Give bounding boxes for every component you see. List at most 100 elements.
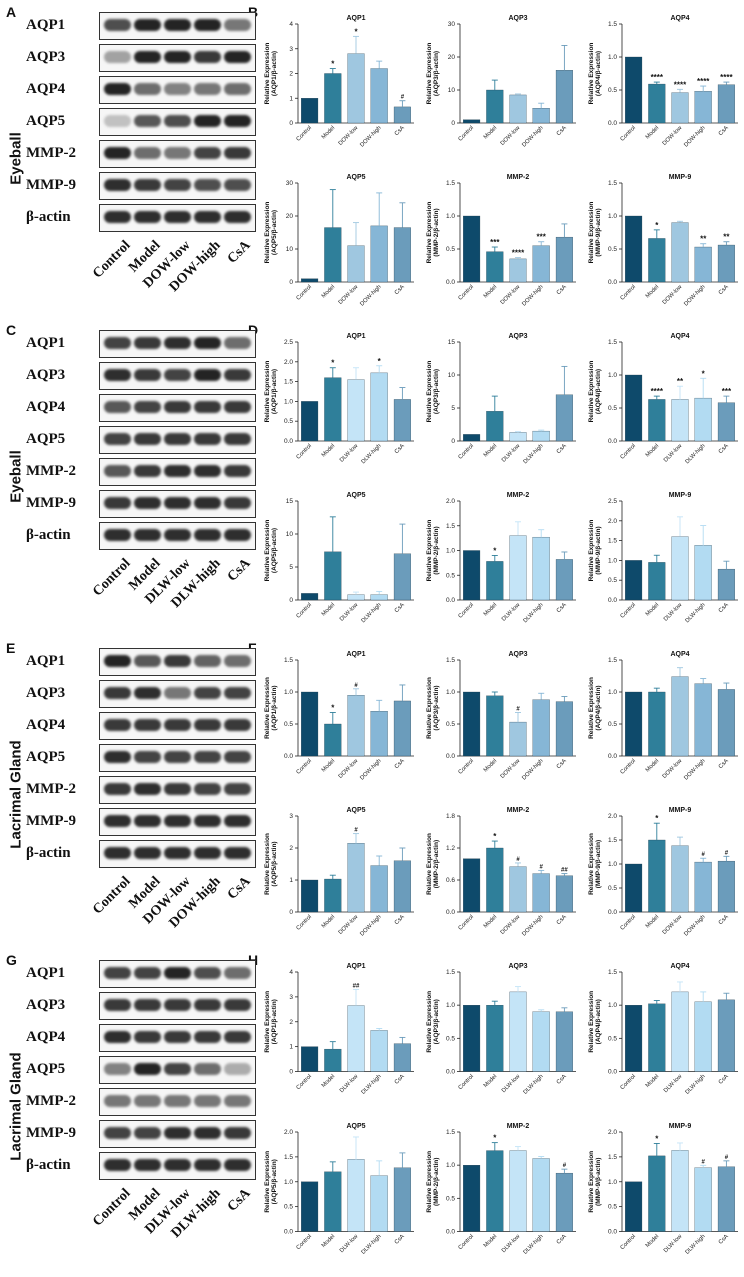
blot-band xyxy=(224,751,251,763)
significance-mark: # xyxy=(702,852,706,858)
bar xyxy=(533,537,550,600)
x-tick-label: DOW-high xyxy=(359,914,382,937)
y-axis-label: Relative Expression(AQP3/β-actin) xyxy=(426,991,440,1053)
blot-image xyxy=(99,1152,256,1180)
bar xyxy=(718,85,735,123)
x-tick-label: DLW-high xyxy=(523,1074,545,1096)
bar xyxy=(556,559,573,600)
blot-image xyxy=(99,840,256,868)
x-tick-label: DLW-high xyxy=(685,443,707,465)
y-tick-label: 1 xyxy=(289,95,293,102)
y-axis-label: Relative Expression(AQP5/β-actin) xyxy=(264,202,278,264)
blot-image xyxy=(99,992,256,1020)
bar xyxy=(394,107,411,123)
blot-band xyxy=(224,687,251,699)
blot-band xyxy=(104,1127,131,1139)
y-axis-label: Relative Expression(AQP3/β-actin) xyxy=(426,677,440,739)
blot-band xyxy=(104,529,131,541)
blot-band xyxy=(194,147,221,159)
chart-title: AQP3 xyxy=(508,333,527,340)
y-axis-label: Relative Expression(MMP-2/β-actin) xyxy=(426,202,440,264)
blot-band xyxy=(164,655,191,667)
bar xyxy=(324,1049,341,1071)
blot-band xyxy=(104,179,131,191)
blot-row: AQP5 xyxy=(26,1054,256,1084)
bar xyxy=(672,537,689,600)
blot-band xyxy=(134,369,161,381)
chart-title: AQP5 xyxy=(346,174,365,181)
blot-band xyxy=(164,783,191,795)
blot-image xyxy=(99,12,256,40)
blot-band xyxy=(194,115,221,127)
y-tick-label: 1.0 xyxy=(446,689,455,696)
significance-mark: ## xyxy=(353,983,360,989)
blot-image xyxy=(99,680,256,708)
blot-row: MMP-2 xyxy=(26,1086,256,1116)
blot-band xyxy=(224,1063,251,1075)
blot-band xyxy=(194,51,221,63)
bar xyxy=(301,1181,318,1231)
blot-band xyxy=(194,655,221,667)
blot-band xyxy=(134,655,161,667)
y-tick-label: 2.0 xyxy=(608,813,617,820)
blot-band xyxy=(224,115,251,127)
y-tick-label: 2.0 xyxy=(284,359,293,366)
blot-image xyxy=(99,744,256,772)
blot-image xyxy=(99,44,256,72)
blot-band xyxy=(194,401,221,413)
significance-mark: * xyxy=(655,1134,659,1143)
x-tick-label: CsA xyxy=(718,1074,730,1086)
bar xyxy=(648,692,665,756)
blot-band xyxy=(194,83,221,95)
blot-row: AQP4 xyxy=(26,74,256,104)
chart-title: MMP-9 xyxy=(669,174,692,181)
y-tick-label: 0.5 xyxy=(284,1203,293,1210)
panel-label-blot: G xyxy=(6,952,17,968)
bar xyxy=(648,840,665,912)
significance-mark: *** xyxy=(722,387,732,396)
bar xyxy=(510,1150,527,1231)
bar xyxy=(533,700,550,756)
bar xyxy=(695,862,712,912)
x-tick-label: Control xyxy=(620,1233,637,1250)
y-tick-label: 4 xyxy=(289,969,293,976)
x-tick-label: Model xyxy=(645,758,660,773)
blot-band xyxy=(224,1159,251,1171)
y-tick-label: 1.5 xyxy=(446,1129,455,1136)
x-tick-label: Model xyxy=(321,602,336,617)
x-tick-label: Model xyxy=(483,443,498,458)
x-tick-label: Model xyxy=(483,284,498,299)
blot-band xyxy=(104,687,131,699)
significance-mark: * xyxy=(331,703,335,712)
bar xyxy=(394,1167,411,1231)
blot-protein-label: AQP5 xyxy=(26,424,96,454)
y-tick-label: 0 xyxy=(289,120,293,127)
y-tick-label: 0.0 xyxy=(608,1228,617,1235)
y-tick-label: 0.0 xyxy=(608,909,617,916)
blot-band xyxy=(164,115,191,127)
blot-band xyxy=(224,967,251,979)
significance-mark: # xyxy=(401,95,405,101)
blot-band xyxy=(134,179,161,191)
bar xyxy=(486,252,503,282)
chart-title: MMP-2 xyxy=(507,174,530,181)
blot-band xyxy=(224,655,251,667)
bar xyxy=(510,536,527,600)
bar xyxy=(486,1005,503,1071)
y-tick-label: 0.5 xyxy=(284,418,293,425)
y-tick-label: 30 xyxy=(286,180,294,187)
bar xyxy=(486,696,503,756)
bar xyxy=(695,545,712,600)
x-tick-label: DOW-high xyxy=(521,284,544,307)
chart-title: AQP3 xyxy=(508,651,527,658)
significance-mark: * xyxy=(331,60,335,69)
bar xyxy=(648,1155,665,1231)
y-tick-label: 0 xyxy=(289,1069,293,1076)
y-tick-label: 0.0 xyxy=(446,279,455,286)
significance-mark: # xyxy=(516,706,520,712)
x-tick-label: DLW-low xyxy=(339,1073,360,1094)
